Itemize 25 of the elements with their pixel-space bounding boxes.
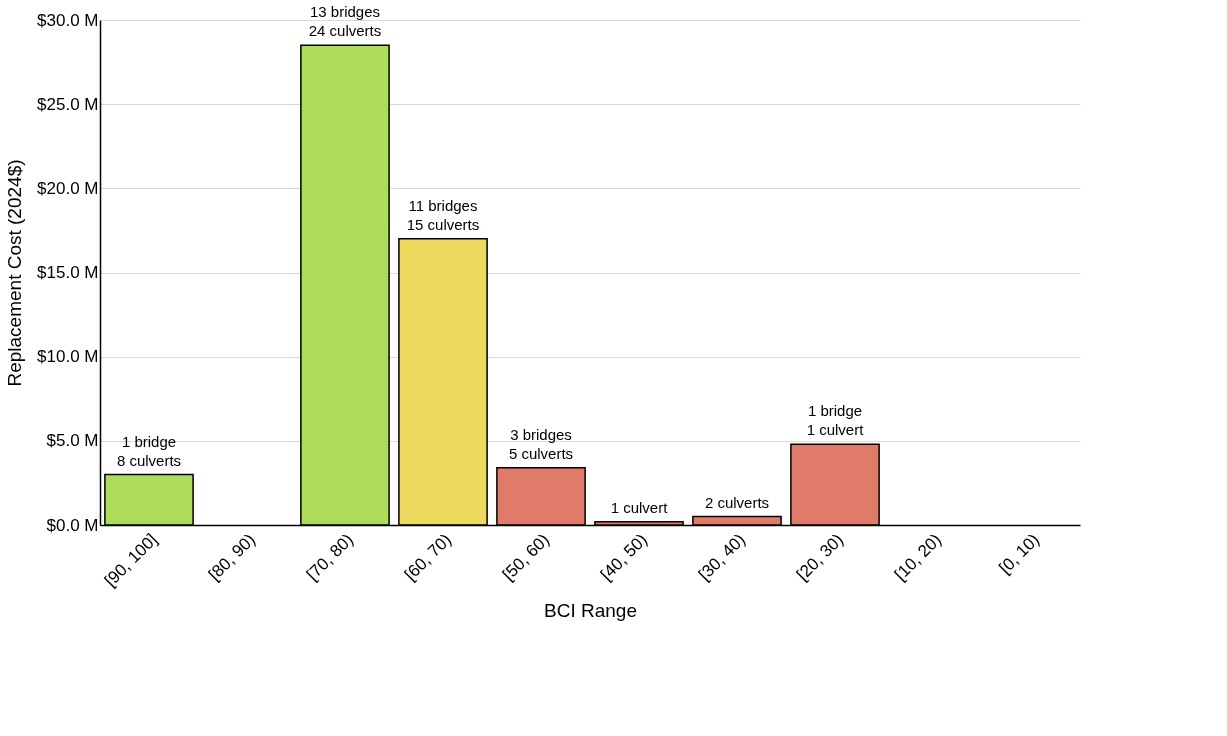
annotation: 2 culverts bbox=[704, 493, 770, 511]
x-tick-label: [10, 20) bbox=[890, 530, 946, 585]
annotation: 1 bridge 8 culverts bbox=[116, 432, 182, 469]
x-tick-label: [60, 70) bbox=[400, 530, 456, 585]
x-tick-label: [50, 60) bbox=[498, 530, 554, 585]
x-tick-label: [70, 80) bbox=[302, 530, 358, 585]
annotation: 11 bridges 15 culverts bbox=[406, 196, 480, 233]
y-tick-label: $25.0 M bbox=[37, 94, 99, 114]
annotation: 1 bridge 1 culvert bbox=[806, 402, 865, 439]
annotation: 3 bridges 5 culverts bbox=[508, 425, 574, 462]
y-tick-label: $20.0 M bbox=[37, 178, 99, 198]
annotation: 13 bridges 24 culverts bbox=[308, 3, 382, 40]
x-tick-label: [30, 40) bbox=[694, 530, 750, 585]
y-axis-title: Replacement Cost (2024$) bbox=[4, 159, 26, 387]
annotation: 1 culvert bbox=[610, 498, 669, 516]
x-tick-label: [0, 10) bbox=[995, 530, 1044, 578]
x-tick-label: [80, 90) bbox=[204, 530, 260, 585]
y-tick-label: $5.0 M bbox=[46, 431, 99, 451]
x-tick-label: [20, 30) bbox=[792, 530, 848, 585]
y-tick-label: $10.0 M bbox=[37, 347, 99, 367]
y-tick-label: $15.0 M bbox=[37, 263, 99, 282]
y-tick-label: $0.0 M bbox=[46, 515, 99, 535]
x-axis-title: BCI Range bbox=[544, 599, 637, 621]
y-tick-label: $30.0 M bbox=[37, 10, 99, 30]
x-tick-label: [40, 50) bbox=[596, 530, 652, 585]
